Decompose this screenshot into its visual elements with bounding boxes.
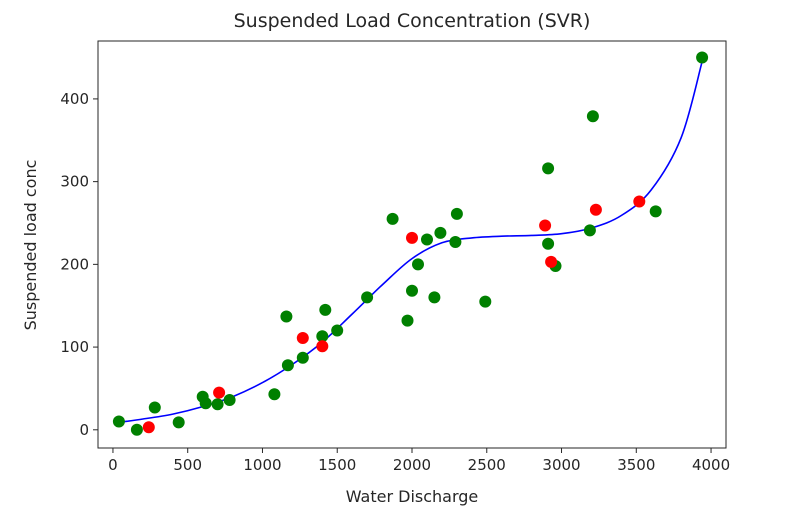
- data-point-green: [268, 388, 281, 401]
- data-point-green: [412, 258, 424, 271]
- data-point-green: [401, 314, 414, 327]
- data-point-red: [213, 386, 226, 399]
- data-point-green: [172, 416, 185, 429]
- data-point-green: [112, 415, 125, 428]
- chart-title: Suspended Load Concentration (SVR): [234, 10, 591, 32]
- data-point-green: [434, 226, 447, 239]
- data-point-green: [583, 224, 596, 237]
- data-point-green: [331, 324, 344, 337]
- data-point-green: [406, 284, 418, 297]
- data-point-green: [296, 351, 309, 364]
- data-point-green: [449, 236, 462, 248]
- x-tick-label: 3000: [542, 456, 580, 474]
- data-point-red: [142, 421, 155, 434]
- data-point-green: [223, 394, 236, 406]
- data-point-green: [450, 207, 463, 220]
- x-tick-label: 0: [108, 456, 118, 474]
- plot-area: [112, 51, 709, 436]
- y-tick-label: 0: [79, 421, 89, 439]
- data-point-red: [545, 255, 558, 268]
- x-tick-label: 3500: [617, 456, 655, 474]
- data-point-green: [479, 295, 492, 308]
- data-point-green: [696, 51, 709, 64]
- x-tick-label: 1000: [243, 456, 281, 474]
- data-point-green: [542, 162, 555, 175]
- y-axis-label: Suspended load conc: [21, 160, 40, 331]
- data-point-green: [281, 359, 294, 372]
- y-tick-label: 100: [60, 338, 89, 356]
- data-point-red: [296, 332, 309, 344]
- y-tick-label: 400: [60, 90, 89, 108]
- data-point-red: [633, 195, 646, 208]
- data-point-green: [148, 401, 161, 414]
- data-point-red: [406, 231, 418, 244]
- x-tick-label: 2000: [393, 456, 431, 474]
- data-point-green: [319, 303, 332, 316]
- x-tick-label: 1500: [318, 456, 356, 474]
- data-point-green: [199, 397, 212, 410]
- data-point-red: [589, 203, 602, 216]
- data-point-green: [542, 237, 555, 250]
- x-tick-label: 4000: [692, 456, 730, 474]
- data-point-red: [539, 219, 552, 232]
- data-point-green: [421, 233, 433, 246]
- data-point-green: [211, 398, 224, 411]
- data-point-green: [280, 310, 293, 323]
- y-tick-label: 200: [60, 255, 89, 273]
- x-axis-label: Water Discharge: [346, 487, 479, 506]
- data-point-green: [316, 330, 329, 343]
- data-point-green: [586, 110, 599, 123]
- data-point-green: [428, 291, 441, 304]
- data-point-green: [130, 423, 143, 436]
- x-tick-label: 2500: [468, 456, 506, 474]
- axes-frame: [97, 40, 727, 449]
- data-point-red: [316, 340, 329, 353]
- axes: 0 500 1000 1500 2000 2500 3000 3500 4000 0 100 200 3…: [60, 40, 730, 474]
- data-point-green: [361, 291, 374, 304]
- data-point-green: [386, 212, 399, 225]
- y-tick-label: 300: [60, 173, 89, 191]
- data-point-green: [649, 205, 662, 218]
- x-tick-label: 500: [173, 456, 202, 474]
